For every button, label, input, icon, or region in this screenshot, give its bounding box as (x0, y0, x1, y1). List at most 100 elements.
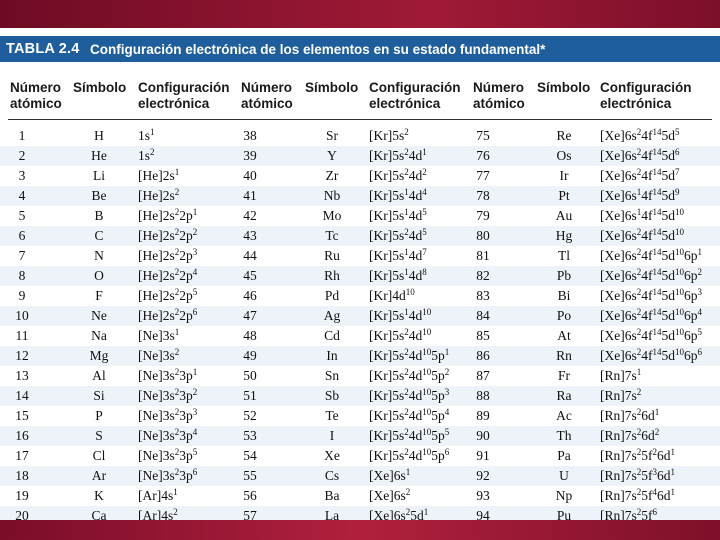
atomic-number-cell: 49 (243, 348, 257, 363)
atomic-number-cell: 57 (243, 508, 257, 520)
atomic-number-cell: 6 (18, 228, 26, 243)
electron-configuration-cell: [Ne]3s23p2 (138, 387, 198, 404)
table-row: 10 Ne [He]2s22p6 47 Ag [Kr]5s14d10 84 Po [Xe]6s2… (0, 306, 720, 326)
element-symbol-cell: Re (556, 128, 572, 143)
element-symbol-cell: Ru (324, 248, 340, 263)
element-symbol-cell: Os (556, 148, 572, 163)
element-symbol-cell: Mo (322, 208, 342, 223)
element-symbol-cell: Pd (324, 288, 340, 303)
atomic-number-cell: 54 (243, 448, 257, 463)
electron-configuration-cell: [Xe]6s1 (369, 467, 411, 484)
electron-configuration-cell: [Rn]7s2 (600, 387, 642, 404)
table-card: TABLA 2.4 Configuración electrónica de l… (0, 28, 720, 520)
electron-configuration-cell: [Xe]6s24f145d106p4 (600, 307, 702, 324)
atomic-number-cell: 86 (476, 348, 490, 363)
atomic-number-cell: 82 (476, 268, 490, 283)
element-symbol-cell: Al (92, 368, 106, 383)
atomic-number-cell: 13 (15, 368, 29, 383)
electron-configuration-cell: [Xe]6s14f145d10 (600, 207, 684, 224)
element-symbol-cell: Pb (556, 268, 572, 283)
atomic-number-cell: 75 (476, 128, 490, 143)
atomic-number-cell: 79 (476, 208, 490, 223)
electron-configuration-cell: [Rn]7s25f46d1 (600, 487, 675, 504)
atomic-number-cell: 8 (18, 268, 26, 283)
atomic-number-cell: 87 (476, 368, 490, 383)
element-symbol-cell: Cd (324, 328, 340, 343)
element-symbol-cell: Be (91, 188, 107, 203)
electron-configuration-cell: [Kr]5s24d105p5 (369, 427, 450, 444)
electron-configuration-cell: [Rn]7s26d1 (600, 407, 660, 424)
table-row: 14 Si [Ne]3s23p2 51 Sb [Kr]5s24d105p3 88 Ra [Rn]… (0, 386, 720, 406)
electron-configuration-cell: [Ne]3s23p5 (138, 447, 198, 464)
atomic-number-cell: 78 (476, 188, 490, 203)
electron-configuration-cell: [Xe]6s24f145d106p2 (600, 267, 702, 284)
element-symbol-cell: Y (327, 148, 337, 163)
electron-configuration-cell: [Kr]5s14d10 (369, 307, 432, 324)
header-number-col3: Número atómico (473, 80, 525, 111)
electron-configuration-cell: [Ne]3s1 (138, 327, 180, 344)
electron-configuration-cell: [He]2s22p4 (138, 267, 198, 284)
atomic-number-cell: 56 (243, 488, 257, 503)
element-symbol-cell: S (95, 428, 103, 443)
element-symbol-cell: Tl (558, 248, 570, 263)
element-symbol-cell: Si (93, 388, 105, 403)
atomic-number-cell: 39 (243, 148, 257, 163)
atomic-number-cell: 18 (15, 468, 29, 483)
element-symbol-cell: Po (556, 308, 572, 323)
element-symbol-cell: O (94, 268, 104, 283)
electron-configuration-cell: [Kr]5s24d105p2 (369, 367, 450, 384)
element-symbol-cell: Bi (557, 288, 571, 303)
table-row: 12 Mg [Ne]3s2 49 In [Kr]5s24d105p1 86 Rn [Xe]6s2… (0, 346, 720, 366)
atomic-number-cell: 76 (476, 148, 490, 163)
electron-configuration-cell: 1s2 (138, 147, 155, 164)
element-symbol-cell: Ag (323, 308, 341, 323)
atomic-number-cell: 7 (18, 248, 26, 263)
electron-configuration-cell: [He]2s22p3 (138, 247, 198, 264)
element-symbol-cell: Sb (324, 388, 340, 403)
atomic-number-cell: 93 (476, 488, 490, 503)
header-divider (8, 119, 712, 120)
electron-configuration-cell: [Kr]5s24d105p4 (369, 407, 450, 424)
atomic-number-cell: 10 (15, 308, 29, 323)
element-symbol-cell: Au (555, 208, 573, 223)
element-symbol-cell: B (94, 208, 104, 223)
table-row: 4 Be [He]2s2 41 Nb [Kr]5s14d4 78 Pt [Xe]6s14f145… (0, 186, 720, 206)
element-symbol-cell: P (95, 408, 103, 423)
atomic-number-cell: 15 (15, 408, 29, 423)
atomic-number-cell: 14 (15, 388, 29, 403)
atomic-number-cell: 94 (476, 508, 490, 520)
atomic-number-cell: 92 (476, 468, 490, 483)
element-symbol-cell: Fr (557, 368, 570, 383)
element-symbol-cell: Cl (92, 448, 106, 463)
element-symbol-cell: Pt (558, 188, 570, 203)
atomic-number-cell: 88 (476, 388, 490, 403)
atomic-number-cell: 55 (243, 468, 257, 483)
table-title: Configuración electrónica de los element… (90, 41, 546, 57)
atomic-number-cell: 9 (18, 288, 26, 303)
electron-configuration-cell: [He]2s2 (138, 187, 180, 204)
element-symbol-cell: Xe (324, 448, 340, 463)
atomic-number-cell: 52 (243, 408, 257, 423)
header-config-col1: Configuración electrónica (138, 80, 230, 111)
atomic-number-cell: 1 (18, 128, 26, 143)
element-symbol-cell: Cs (324, 468, 340, 483)
bottom-decorative-band (0, 520, 720, 540)
element-symbol-cell: Th (556, 428, 572, 443)
electron-configuration-cell: [Xe]6s24f145d106p5 (600, 327, 702, 344)
electron-configuration-cell: [He]2s22p2 (138, 227, 198, 244)
header-symbol-col3: Símbolo (537, 80, 591, 95)
element-symbol-cell: Li (93, 168, 105, 183)
header-config-col3: Configuración electrónica (600, 80, 692, 111)
atomic-number-cell: 3 (18, 168, 26, 183)
electron-configuration-cell: [Rn]7s1 (600, 367, 642, 384)
element-symbol-cell: H (94, 128, 104, 143)
table-row: 11 Na [Ne]3s1 48 Cd [Kr]5s24d10 85 At [Xe]6s24f1… (0, 326, 720, 346)
table-row: 17 Cl [Ne]3s23p5 54 Xe [Kr]5s24d105p6 91 Pa [Rn]… (0, 446, 720, 466)
atomic-number-cell: 91 (476, 448, 490, 463)
element-symbol-cell: Zr (325, 168, 339, 183)
electron-configuration-cell: [Xe]6s24f145d7 (600, 167, 680, 184)
element-symbol-cell: Hg (555, 228, 573, 243)
table-row: 1 H 1s1 38 Sr [Kr]5s2 75 Re [Xe]6s24f145d5 (0, 126, 720, 146)
header-number-col1: Número atómico (10, 80, 62, 111)
electron-configuration-cell: [Kr]5s24d10 (369, 327, 432, 344)
